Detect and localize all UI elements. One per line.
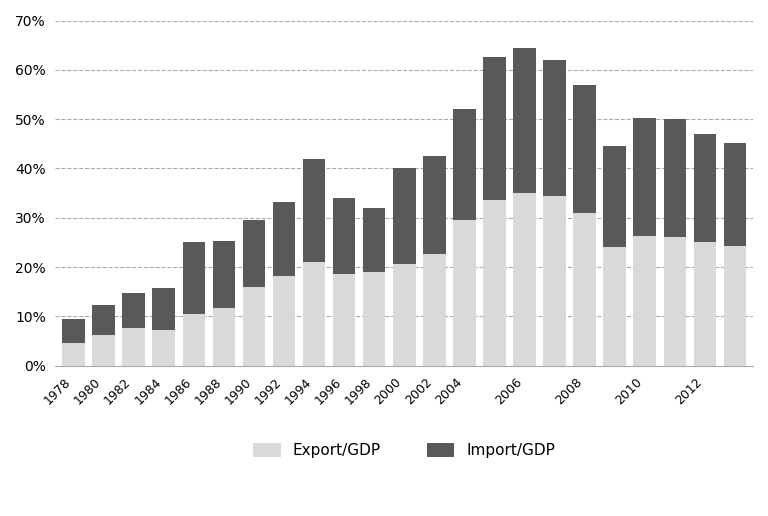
Bar <box>423 254 445 366</box>
Bar <box>92 304 115 335</box>
Bar <box>303 158 326 262</box>
Bar <box>694 243 717 366</box>
Bar <box>183 243 205 314</box>
Bar <box>423 156 445 254</box>
Legend: Export/GDP, Import/GDP: Export/GDP, Import/GDP <box>246 436 563 466</box>
Bar <box>243 220 265 287</box>
Bar <box>393 264 415 366</box>
Bar <box>604 146 626 247</box>
Bar <box>634 118 656 236</box>
Bar <box>483 57 505 201</box>
Bar <box>723 143 746 246</box>
Bar <box>152 330 175 366</box>
Bar <box>393 168 415 264</box>
Bar <box>574 213 596 366</box>
Bar <box>122 293 145 328</box>
Bar <box>213 241 235 308</box>
Bar <box>513 193 536 366</box>
Bar <box>453 220 475 366</box>
Bar <box>543 196 566 366</box>
Bar <box>333 198 356 275</box>
Bar <box>243 287 265 366</box>
Bar <box>723 246 746 366</box>
Bar <box>152 288 175 330</box>
Bar <box>363 272 386 366</box>
Bar <box>333 275 356 366</box>
Bar <box>363 208 386 272</box>
Bar <box>513 47 536 193</box>
Bar <box>213 308 235 366</box>
Bar <box>92 335 115 366</box>
Bar <box>604 247 626 366</box>
Bar <box>62 319 84 343</box>
Bar <box>122 328 145 366</box>
Bar <box>664 119 686 237</box>
Bar <box>634 236 656 366</box>
Bar <box>483 201 505 366</box>
Bar <box>694 134 717 243</box>
Bar <box>183 314 205 366</box>
Bar <box>664 237 686 366</box>
Bar <box>303 262 326 366</box>
Bar <box>453 109 475 220</box>
Bar <box>273 276 295 366</box>
Bar <box>62 343 84 366</box>
Bar <box>273 202 295 276</box>
Bar <box>543 60 566 196</box>
Bar <box>574 85 596 213</box>
